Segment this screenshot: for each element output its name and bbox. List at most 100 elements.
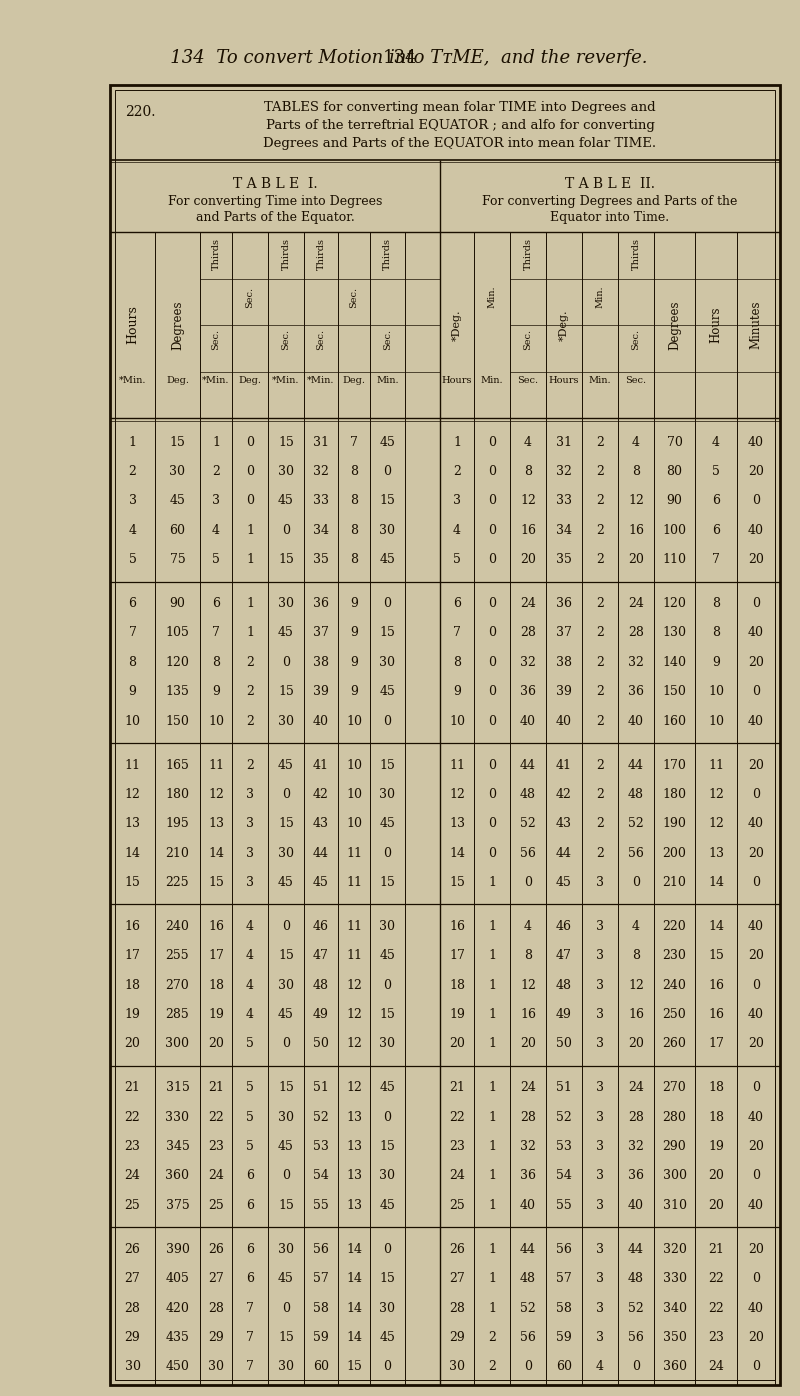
Text: 0: 0 [488, 817, 496, 831]
Text: 0: 0 [488, 524, 496, 536]
Text: T A B L E  II.: T A B L E II. [565, 177, 655, 191]
Text: 56: 56 [520, 1330, 536, 1344]
Text: 35: 35 [556, 553, 572, 565]
Text: 35: 35 [313, 553, 329, 565]
Text: 3: 3 [596, 949, 604, 962]
Text: 58: 58 [313, 1301, 329, 1315]
Text: 20: 20 [748, 553, 764, 565]
Text: 24: 24 [449, 1170, 465, 1182]
Text: 8: 8 [632, 465, 640, 477]
Text: 44: 44 [520, 1242, 536, 1256]
Text: 0: 0 [282, 787, 290, 801]
Text: 5: 5 [246, 1141, 254, 1153]
Text: 11: 11 [208, 758, 224, 772]
Text: 25: 25 [125, 1199, 140, 1212]
Text: 12: 12 [520, 979, 536, 991]
Text: 31: 31 [556, 436, 572, 448]
Text: 9: 9 [712, 656, 720, 669]
Text: 1: 1 [488, 1272, 496, 1286]
Text: 20: 20 [708, 1199, 724, 1212]
Text: 14: 14 [208, 846, 224, 860]
Text: 15: 15 [379, 1272, 395, 1286]
Text: 40: 40 [748, 524, 764, 536]
Text: 2: 2 [246, 715, 254, 727]
Text: Sec.: Sec. [246, 286, 254, 307]
Text: 1: 1 [488, 1301, 496, 1315]
Text: 2: 2 [246, 685, 254, 698]
Text: 40: 40 [556, 715, 572, 727]
Text: 4: 4 [632, 920, 640, 933]
Text: 360: 360 [662, 1360, 686, 1374]
Text: 24: 24 [208, 1170, 224, 1182]
Text: 10: 10 [346, 817, 362, 831]
Text: 210: 210 [662, 875, 686, 889]
Text: 2: 2 [596, 627, 604, 639]
Text: 10: 10 [208, 715, 224, 727]
Text: 0: 0 [524, 875, 532, 889]
Text: 28: 28 [520, 627, 536, 639]
Text: 59: 59 [313, 1330, 329, 1344]
Text: 310: 310 [662, 1199, 686, 1212]
Text: 3: 3 [596, 875, 604, 889]
Text: 0: 0 [752, 979, 760, 991]
Text: 51: 51 [556, 1082, 572, 1094]
Text: 8: 8 [524, 949, 532, 962]
Text: 0: 0 [488, 787, 496, 801]
Text: 17: 17 [449, 949, 465, 962]
Text: 47: 47 [556, 949, 572, 962]
Text: 46: 46 [556, 920, 572, 933]
Text: 36: 36 [313, 597, 329, 610]
Text: 7: 7 [246, 1360, 254, 1374]
Text: 22: 22 [708, 1272, 724, 1286]
Text: 22: 22 [125, 1111, 140, 1124]
Text: 13: 13 [346, 1199, 362, 1212]
Text: 33: 33 [556, 494, 572, 507]
Text: Degrees: Degrees [668, 300, 681, 350]
Text: 80: 80 [666, 465, 682, 477]
Text: 11: 11 [708, 758, 724, 772]
Text: 56: 56 [556, 1242, 572, 1256]
Text: 105: 105 [166, 627, 190, 639]
Text: 8: 8 [129, 656, 137, 669]
Text: 0: 0 [383, 1111, 391, 1124]
Text: 24: 24 [628, 597, 644, 610]
Text: 20: 20 [748, 949, 764, 962]
Text: 7: 7 [246, 1301, 254, 1315]
Text: 22: 22 [449, 1111, 465, 1124]
Text: 0: 0 [383, 1242, 391, 1256]
Text: 15: 15 [278, 817, 294, 831]
Text: 12: 12 [346, 979, 362, 991]
Text: 45: 45 [379, 1082, 395, 1094]
Text: 22: 22 [708, 1301, 724, 1315]
Text: 0: 0 [752, 1170, 760, 1182]
Text: 40: 40 [748, 715, 764, 727]
Text: 0: 0 [282, 1170, 290, 1182]
Text: 20: 20 [628, 553, 644, 565]
Text: 1: 1 [488, 920, 496, 933]
Text: 40: 40 [748, 436, 764, 448]
Text: 1: 1 [246, 553, 254, 565]
Text: 45: 45 [278, 875, 294, 889]
Text: 28: 28 [208, 1301, 224, 1315]
Text: 39: 39 [556, 685, 572, 698]
Text: 0: 0 [488, 494, 496, 507]
Text: 40: 40 [748, 920, 764, 933]
Text: Degrees and Parts of the EQUATOR into mean folar TIME.: Degrees and Parts of the EQUATOR into me… [263, 137, 657, 151]
Text: 48: 48 [556, 979, 572, 991]
Text: 30: 30 [278, 465, 294, 477]
Text: 2: 2 [596, 524, 604, 536]
Text: 345: 345 [166, 1141, 190, 1153]
Text: 15: 15 [125, 875, 141, 889]
Text: 44: 44 [556, 846, 572, 860]
Text: 0: 0 [488, 553, 496, 565]
Text: 340: 340 [662, 1301, 686, 1315]
Text: 30: 30 [379, 787, 395, 801]
Text: 450: 450 [166, 1360, 190, 1374]
Text: 44: 44 [520, 758, 536, 772]
Text: 15: 15 [208, 875, 224, 889]
Text: 3: 3 [596, 1330, 604, 1344]
Text: 0: 0 [752, 1360, 760, 1374]
Text: 55: 55 [313, 1199, 329, 1212]
Text: 270: 270 [166, 979, 190, 991]
Text: 28: 28 [449, 1301, 465, 1315]
